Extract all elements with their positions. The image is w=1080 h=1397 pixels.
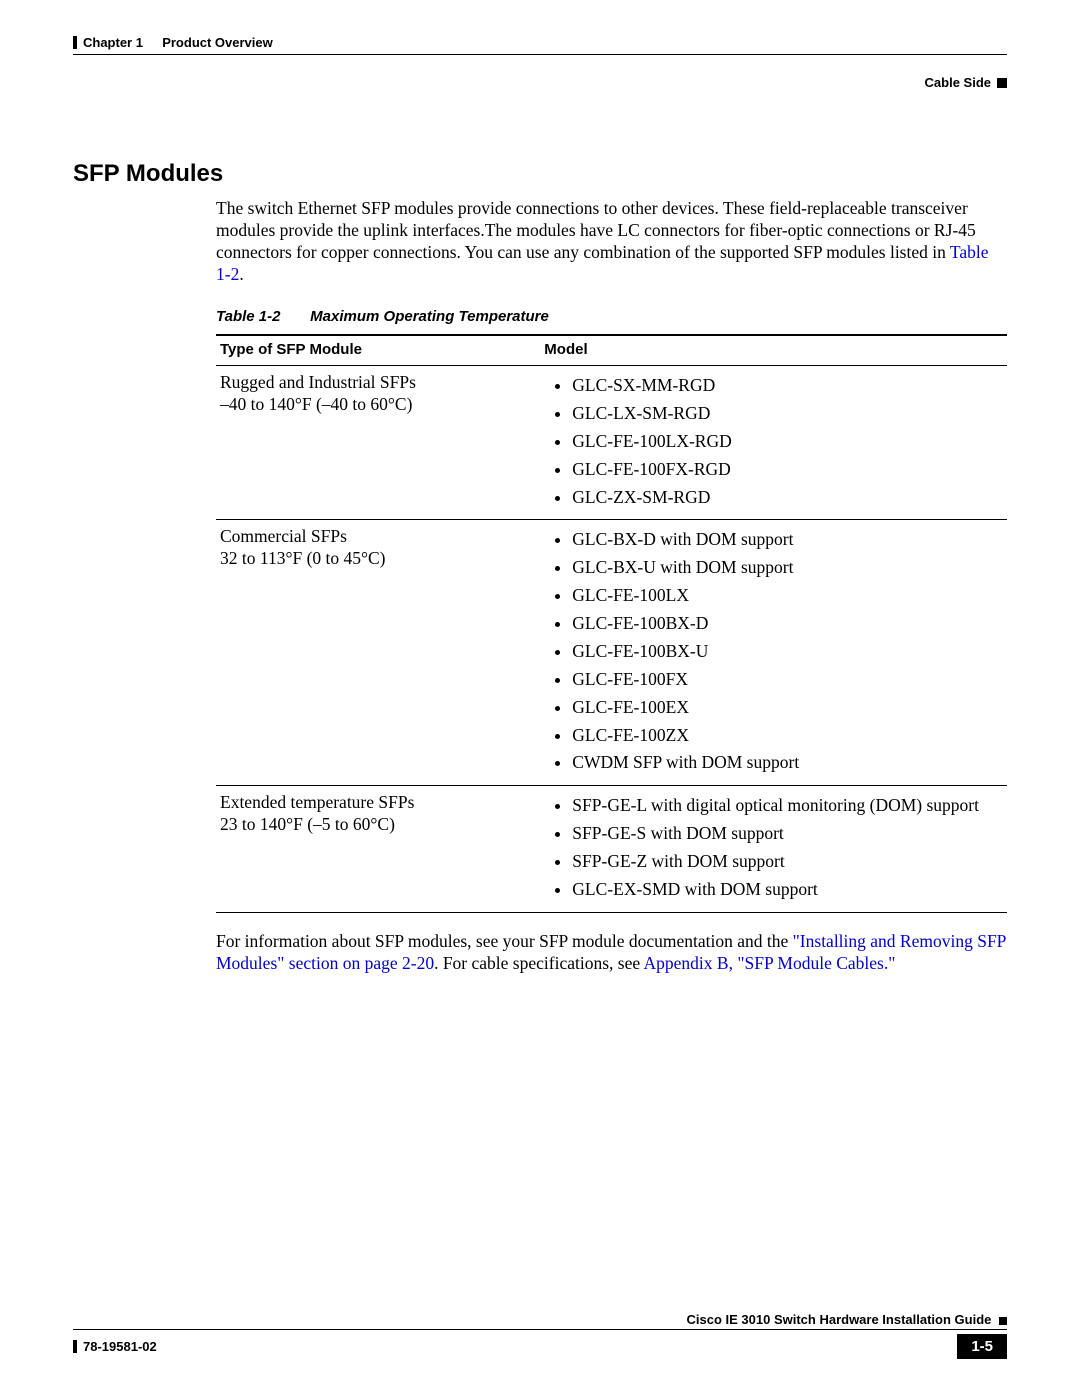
type-line2: 23 to 140°F (–5 to 60°C) (220, 814, 536, 836)
model-list: SFP-GE-L with digital optical monitoring… (544, 792, 1003, 904)
model-item: GLC-EX-SMD with DOM support (572, 876, 1003, 904)
header-title: Product Overview (162, 35, 273, 50)
model-item: GLC-SX-MM-RGD (572, 372, 1003, 400)
type-line1: Rugged and Industrial SFPs (220, 372, 536, 394)
closing-link-2[interactable]: Appendix B, "SFP Module Cables." (644, 953, 896, 973)
type-line1: Commercial SFPs (220, 526, 536, 548)
table-cell-model: SFP-GE-L with digital optical monitoring… (540, 786, 1007, 913)
table-cell-type: Commercial SFPs32 to 113°F (0 to 45°C) (216, 520, 540, 786)
type-line1: Extended temperature SFPs (220, 792, 536, 814)
intro-after: . (239, 264, 243, 284)
table-cell-type: Extended temperature SFPs23 to 140°F (–5… (216, 786, 540, 913)
table-caption: Table 1-2 Maximum Operating Temperature (216, 308, 1007, 327)
model-item: GLC-FE-100ZX (572, 722, 1003, 750)
model-item: GLC-FE-100LX (572, 582, 1003, 610)
model-item: GLC-FE-100LX-RGD (572, 428, 1003, 456)
page-footer: Cisco IE 3010 Switch Hardware Installati… (73, 1312, 1007, 1359)
header-bar-icon (73, 36, 77, 49)
intro-paragraph: The switch Ethernet SFP modules provide … (216, 198, 1007, 286)
model-list: GLC-SX-MM-RGDGLC-LX-SM-RGDGLC-FE-100LX-R… (544, 372, 1003, 511)
model-item: SFP-GE-S with DOM support (572, 820, 1003, 848)
footer-square-icon (999, 1317, 1007, 1325)
footer-docnum: 78-19581-02 (83, 1339, 157, 1354)
table-cell-type: Rugged and Industrial SFPs–40 to 140°F (… (216, 366, 540, 520)
type-line2: –40 to 140°F (–40 to 60°C) (220, 394, 536, 416)
section-title: SFP Modules (73, 160, 1007, 188)
model-item: GLC-BX-U with DOM support (572, 554, 1003, 582)
footer-guide: Cisco IE 3010 Switch Hardware Installati… (687, 1312, 992, 1327)
table-row: Extended temperature SFPs23 to 140°F (–5… (216, 786, 1007, 913)
model-item: GLC-FE-100FX (572, 666, 1003, 694)
table-cell-model: GLC-SX-MM-RGDGLC-LX-SM-RGDGLC-FE-100LX-R… (540, 366, 1007, 520)
model-item: GLC-FE-100BX-U (572, 638, 1003, 666)
model-item: GLC-FE-100BX-D (572, 610, 1003, 638)
model-item: GLC-BX-D with DOM support (572, 526, 1003, 554)
table-header-model: Model (540, 335, 1007, 365)
table-row: Commercial SFPs32 to 113°F (0 to 45°C)GL… (216, 520, 1007, 786)
footer-rule (73, 1329, 1007, 1330)
table-caption-num: Table 1-2 (216, 308, 306, 327)
footer-bar-icon (73, 1340, 77, 1353)
type-line2: 32 to 113°F (0 to 45°C) (220, 548, 536, 570)
model-item: GLC-FE-100EX (572, 694, 1003, 722)
closing-paragraph: For information about SFP modules, see y… (216, 931, 1007, 975)
closing-t2: . For cable specifications, see (434, 953, 643, 973)
closing-t1: For information about SFP modules, see y… (216, 931, 793, 951)
footer-pagenum: 1-5 (957, 1334, 1007, 1359)
header-square-icon (997, 78, 1007, 88)
sfp-table: Type of SFP Module Model Rugged and Indu… (216, 334, 1007, 913)
header-section: Cable Side (925, 75, 991, 90)
model-item: CWDM SFP with DOM support (572, 749, 1003, 777)
model-item: SFP-GE-Z with DOM support (572, 848, 1003, 876)
model-item: GLC-FE-100FX-RGD (572, 456, 1003, 484)
model-item: GLC-ZX-SM-RGD (572, 484, 1003, 512)
model-list: GLC-BX-D with DOM supportGLC-BX-U with D… (544, 526, 1003, 777)
table-row: Rugged and Industrial SFPs–40 to 140°F (… (216, 366, 1007, 520)
table-cell-model: GLC-BX-D with DOM supportGLC-BX-U with D… (540, 520, 1007, 786)
intro-text: The switch Ethernet SFP modules provide … (216, 198, 976, 262)
model-item: GLC-LX-SM-RGD (572, 400, 1003, 428)
table-header-type: Type of SFP Module (216, 335, 540, 365)
model-item: SFP-GE-L with digital optical monitoring… (572, 792, 1003, 820)
header-chapter: Chapter 1 (83, 35, 143, 50)
table-caption-title: Maximum Operating Temperature (310, 308, 549, 325)
page-header: Chapter 1 Product Overview (73, 35, 1007, 50)
